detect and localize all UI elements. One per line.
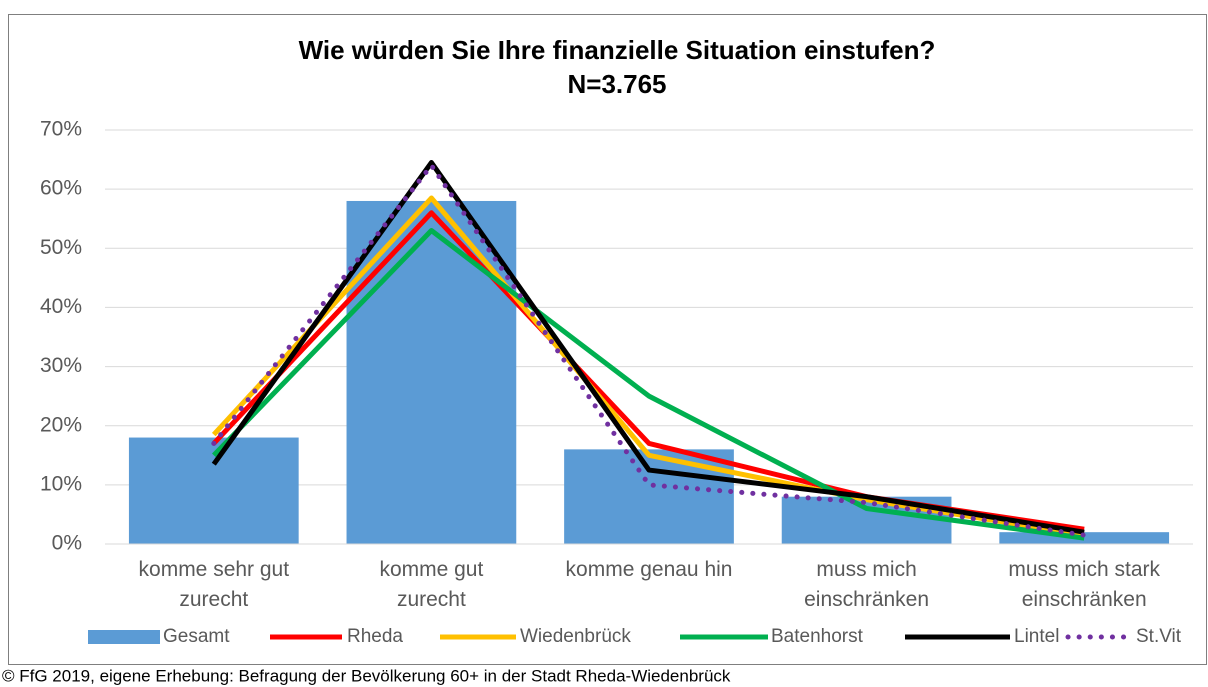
y-tick-label: 10% [40, 472, 82, 495]
y-tick-label: 40% [40, 295, 82, 318]
y-tick-label: 0% [52, 532, 82, 555]
bar [564, 449, 734, 544]
legend-label: Wiedenbrück [520, 626, 631, 647]
bar [346, 200, 517, 544]
chart-frame [8, 14, 1207, 665]
y-tick-label: 70% [40, 118, 82, 141]
series-line [212, 228, 1085, 541]
x-tick-label: muss mich stark einschränken [1008, 558, 1160, 611]
x-tick-label: komme genau hin [566, 558, 733, 581]
x-tick-label: komme sehr gut zurecht [139, 558, 290, 611]
legend-swatch [88, 630, 160, 644]
legend-label: Rheda [347, 626, 403, 647]
chart-title: Wie würden Sie Ihre finanzielle Situatio… [299, 35, 936, 65]
legend-label: St.Vit [1136, 626, 1182, 647]
series-line [211, 160, 1085, 535]
source-note: © FfG 2019, eigene Erhebung: Befragung d… [2, 666, 731, 685]
series-line [211, 162, 1087, 538]
x-tick-label: muss mich einschränken [804, 558, 929, 611]
y-tick-label: 50% [40, 236, 82, 259]
legend-label: Lintel [1014, 626, 1059, 647]
legend-label: Batenhorst [771, 626, 864, 647]
x-tick-label: komme gut zurecht [379, 558, 483, 611]
y-tick-label: 60% [40, 177, 82, 200]
y-tick-label: 30% [40, 354, 82, 377]
chart-subtitle: N=3.765 [567, 69, 666, 99]
y-tick-label: 20% [40, 413, 82, 436]
legend-label: Gesamt [163, 626, 230, 647]
